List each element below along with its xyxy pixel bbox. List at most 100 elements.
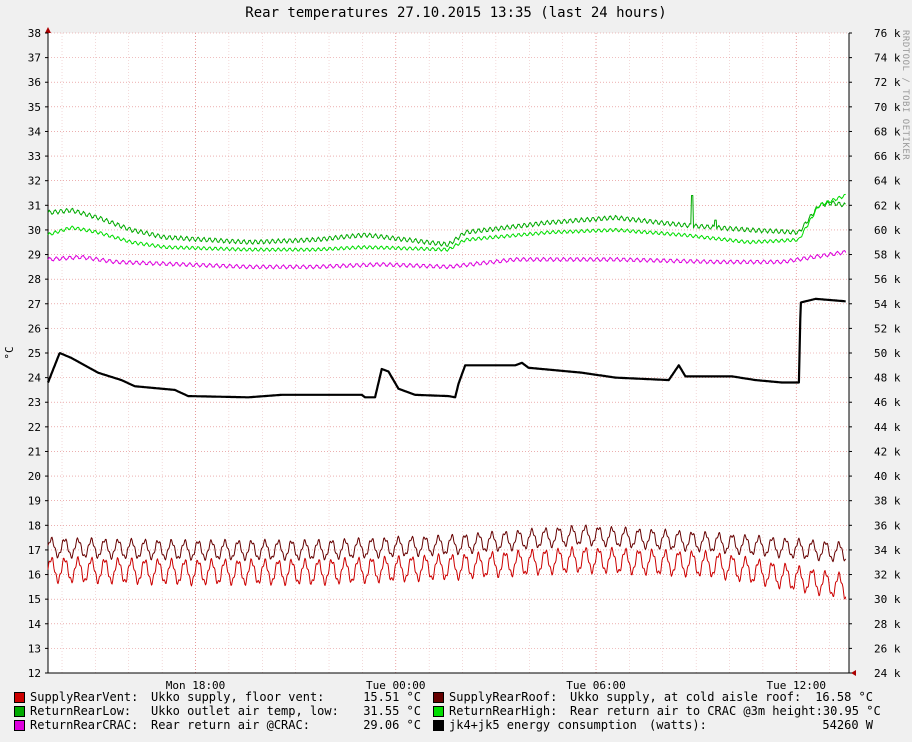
- y2-tick-label: 38 k: [874, 495, 901, 508]
- y2-tick-label: 74 k: [874, 52, 901, 65]
- y2-tick-label: 48 k: [874, 372, 901, 385]
- legend-series-desc: Ukko supply, at cold aisle roof:: [570, 690, 802, 704]
- legend-row: ReturnRearLow: Ukko outlet air temp, low…: [14, 704, 881, 718]
- y2-tick-label: 68 k: [874, 125, 901, 138]
- legend-series-name: ReturnRearHigh:: [449, 704, 558, 718]
- y-tick-label: 16: [28, 569, 41, 582]
- legend-swatch: [433, 719, 444, 731]
- x-tick-label: Tue 06:00: [566, 679, 626, 692]
- y-axis-arrow: [45, 27, 51, 33]
- series-line-return_crac: [47, 250, 847, 270]
- legend-swatch: [14, 691, 25, 703]
- y2-tick-label: 34 k: [874, 544, 901, 557]
- series-line-return_low: [47, 195, 846, 247]
- y-tick-label: 35: [28, 101, 41, 114]
- y-tick-label: 37: [28, 52, 41, 65]
- x-tick-label: Tue 00:00: [366, 679, 426, 692]
- y-tick-label: 28: [28, 273, 41, 286]
- legend-swatch: [14, 719, 25, 731]
- y2-tick-label: 36 k: [874, 519, 901, 532]
- series-line-energy: [46, 297, 847, 399]
- legend-row: SupplyRearVent: Ukko supply, floor vent:…: [14, 690, 873, 704]
- y2-tick-label: 56 k: [874, 273, 901, 286]
- y-tick-label: 15: [28, 593, 41, 606]
- legend-series-name: SupplyRearRoof:: [449, 690, 558, 704]
- y2-tick-label: 76 k: [874, 27, 901, 40]
- y2-tick-label: 30 k: [874, 593, 901, 606]
- legend-item-supply-roof: SupplyRearRoof: Ukko supply, at cold ais…: [433, 690, 873, 704]
- y-tick-label: 17: [28, 544, 41, 557]
- y2-tick-label: 52 k: [874, 322, 901, 335]
- legend-item-return-crac: ReturnRearCRAC: Rear return air @CRAC: 2…: [14, 718, 421, 732]
- legend-series-value: 15.51 °C: [363, 690, 421, 704]
- legend-series-value: 16.58 °C: [815, 690, 873, 704]
- legend-item-return-low: ReturnRearLow: Ukko outlet air temp, low…: [14, 704, 421, 718]
- legend-series-desc: Ukko outlet air temp, low:: [151, 704, 339, 718]
- y-tick-label: 29: [28, 249, 41, 262]
- y-tick-label: 33: [28, 150, 41, 163]
- x-tick-label: Mon 18:00: [166, 679, 226, 692]
- y2-tick-label: 60 k: [874, 224, 901, 237]
- legend-series-value: 31.55 °C: [363, 704, 421, 718]
- y-tick-label: 27: [28, 298, 41, 311]
- y2-tick-label: 26 k: [874, 642, 901, 655]
- legend-series-desc: Rear return air to CRAC @3m height:: [570, 704, 823, 718]
- y2-tick-label: 46 k: [874, 396, 901, 409]
- y2-tick-label: 58 k: [874, 249, 901, 262]
- y-tick-label: 36: [28, 76, 41, 89]
- y2-tick-label: 44 k: [874, 421, 901, 434]
- legend-row: ReturnRearCRAC: Rear return air @CRAC: 2…: [14, 718, 873, 732]
- y2-tick-label: 54 k: [874, 298, 901, 311]
- y2-tick-label: 70 k: [874, 101, 901, 114]
- y-tick-label: 38: [28, 27, 41, 40]
- y-tick-label: 30: [28, 224, 41, 237]
- y-tick-label: 22: [28, 421, 41, 434]
- y-tick-label: 31: [28, 199, 41, 212]
- legend-series-value: 30.95 °C: [822, 704, 881, 718]
- x-axis-arrow: [851, 670, 856, 676]
- y2-tick-label: 28 k: [874, 618, 901, 631]
- y-tick-label: 23: [28, 396, 41, 409]
- y2-tick-label: 62 k: [874, 199, 901, 212]
- y2-tick-label: 72 k: [874, 76, 901, 89]
- rrdtool-watermark: RRDTOOL / TOBI OETIKER: [900, 30, 910, 161]
- series-line-return_high: [47, 193, 846, 252]
- legend-series-name: SupplyRearVent:: [30, 690, 139, 704]
- y2-tick-label: 40 k: [874, 470, 901, 483]
- y2-tick-label: 64 k: [874, 175, 901, 188]
- legend-item-return-high: ReturnRearHigh: Rear return air to CRAC …: [433, 704, 881, 718]
- y-tick-label: 32: [28, 175, 41, 188]
- y2-tick-label: 66 k: [874, 150, 901, 163]
- legend-swatch: [433, 691, 444, 703]
- legend-item-supply-vent: SupplyRearVent: Ukko supply, floor vent:…: [14, 690, 421, 704]
- y2-tick-label: 32 k: [874, 569, 901, 582]
- series-line-supply_vent: [47, 546, 847, 600]
- y-tick-label: 21: [28, 445, 41, 458]
- legend-swatch: [433, 705, 444, 717]
- legend-series-desc: Rear return air @CRAC:: [151, 718, 310, 732]
- legend-series-name: jk4+jk5 energy consumption: [449, 718, 637, 732]
- y-tick-label: 14: [28, 618, 42, 631]
- legend-series-desc: Ukko supply, floor vent:: [151, 690, 325, 704]
- y-tick-label: 25: [28, 347, 41, 360]
- x-tick-label: Tue 12:00: [766, 679, 826, 692]
- y-tick-label: 19: [28, 495, 41, 508]
- legend-series-name: ReturnRearCRAC:: [30, 718, 139, 732]
- y-tick-label: 12: [28, 667, 41, 680]
- y-tick-label: 34: [28, 125, 42, 138]
- y-tick-label: 18: [28, 519, 41, 532]
- y-tick-label: 26: [28, 322, 41, 335]
- legend-series-desc: (watts):: [649, 718, 707, 732]
- legend-series-name: ReturnRearLow:: [30, 704, 132, 718]
- legend-series-value: 29.06 °C: [363, 718, 421, 732]
- legend-item-energy: jk4+jk5 energy consumption (watts): 5426…: [433, 718, 873, 732]
- legend: SupplyRearVent: Ukko supply, floor vent:…: [14, 690, 881, 732]
- series-line-supply_roof: [47, 524, 847, 563]
- y2-tick-label: 50 k: [874, 347, 901, 360]
- y-tick-label: 13: [28, 642, 41, 655]
- chart-title: Rear temperatures 27.10.2015 13:35 (last…: [245, 5, 667, 21]
- y2-tick-label: 24 k: [874, 667, 901, 680]
- legend-series-value: 54260 W: [822, 718, 873, 732]
